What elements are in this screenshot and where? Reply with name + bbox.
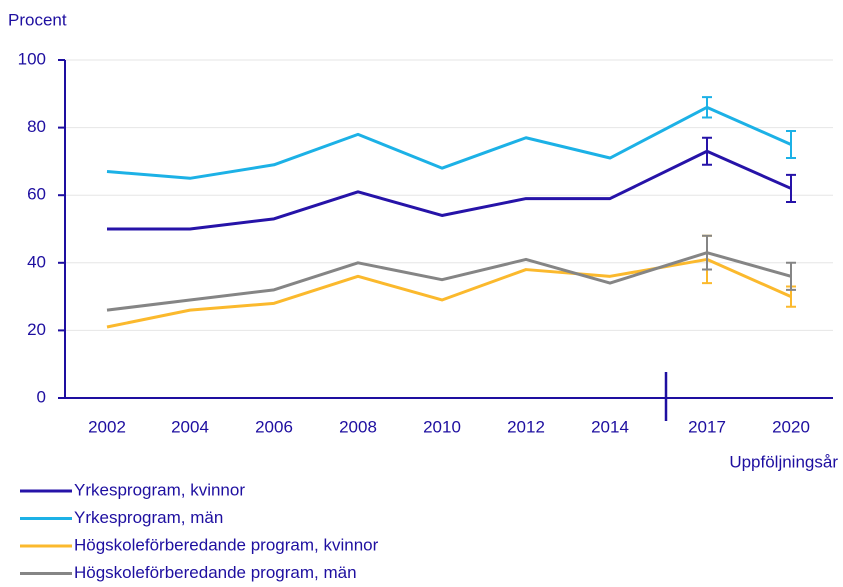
legend-label: Yrkesprogram, kvinnor [74, 480, 245, 499]
x-tick-label: 2004 [171, 417, 209, 436]
x-tick-label: 2014 [591, 417, 629, 436]
y-tick-label: 40 [27, 252, 46, 271]
legend-label: Yrkesprogram, män [74, 508, 223, 527]
series-line [107, 149, 792, 231]
error-bar [702, 96, 712, 119]
x-tick-label: 2008 [339, 417, 377, 436]
x-tick-label: 2017 [688, 417, 726, 436]
x-tick-label: 2010 [423, 417, 461, 436]
error-bar [702, 136, 712, 166]
legend-label: Högskoleförberedande program, kvinnor [74, 535, 379, 554]
legend-label: Högskoleförberedande program, män [74, 563, 357, 582]
error-bar [786, 261, 796, 291]
y-axis-label: Procent [8, 10, 67, 29]
error-bar [786, 173, 796, 203]
x-tick-label: 2006 [255, 417, 293, 436]
x-axis-label: Uppföljningsår [729, 452, 838, 471]
x-tick-label: 2012 [507, 417, 545, 436]
y-tick-label: 60 [27, 185, 46, 204]
y-tick-label: 80 [27, 117, 46, 136]
x-tick-label: 2020 [772, 417, 810, 436]
y-tick-label: 20 [27, 320, 46, 339]
series-line [106, 257, 792, 329]
error-bar [702, 234, 712, 271]
series-line [106, 251, 792, 312]
error-bar [786, 129, 796, 160]
y-tick-label: 0 [37, 387, 46, 406]
y-tick-label: 100 [18, 49, 46, 68]
series-line [106, 105, 792, 180]
x-tick-label: 2002 [88, 417, 126, 436]
